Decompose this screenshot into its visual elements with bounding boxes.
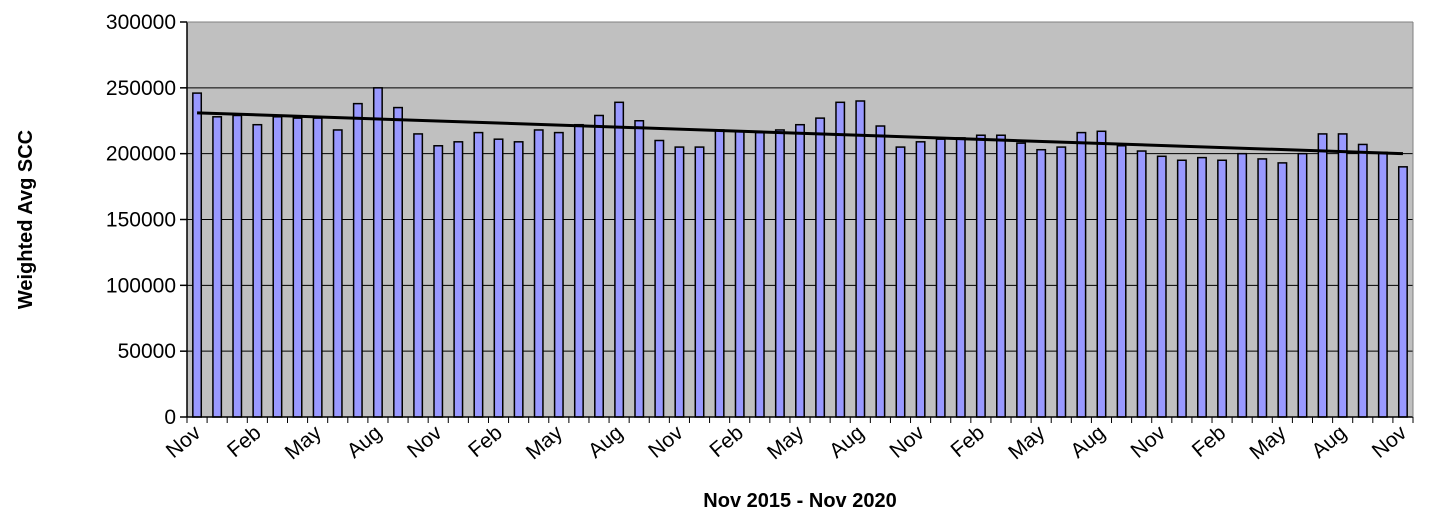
bar [533,129,544,418]
x-tick-label: Aug [343,421,386,463]
axes [180,21,1414,423]
bar [694,146,705,418]
x-tick-label: Aug [1066,421,1109,463]
x-tick-label: Aug [584,421,627,463]
bar [835,101,846,418]
bar [1196,156,1207,418]
bar [513,141,524,418]
bar [935,138,946,418]
x-tick-label: Nov [403,421,447,463]
x-tick-label: Aug [1307,421,1350,463]
bar [754,131,765,418]
x-tick-label: Feb [464,421,507,462]
y-tick-labels: 0 50000 100000 150000 200000 250000 300000 [106,11,176,429]
bar [975,134,986,418]
bar [1076,131,1087,418]
bar [1377,151,1388,418]
bar [393,106,404,418]
bar [1357,143,1368,418]
y-tick-label: 100000 [106,274,176,297]
x-tick-label: May [281,421,327,464]
bar [634,120,645,418]
bar [573,123,584,418]
x-tick-label: Nov [644,421,688,463]
bar [352,102,363,418]
x-tick-label: Nov [1368,421,1412,463]
x-axis-title: Nov 2015 - Nov 2020 [703,490,896,512]
bar [252,123,263,418]
x-tick-label: May [522,421,568,464]
bar [654,139,665,418]
x-tick-label: Feb [947,421,990,462]
y-tick-label: 0 [164,406,176,429]
bar [734,130,745,418]
bar [212,116,223,418]
x-tick-label: Aug [825,421,868,463]
bar [1056,146,1067,418]
x-tick-label: May [1004,421,1050,464]
bar [372,87,383,418]
bar [955,137,966,418]
y-axis-title: Weighted Avg SCC [15,130,37,309]
bar [714,129,725,418]
bar [795,123,805,418]
bar [413,133,424,418]
bar [1237,152,1248,418]
bar [875,125,886,418]
bar [493,138,504,418]
bar [1016,142,1027,418]
bar [1297,152,1308,418]
x-tick-label: Nov [885,421,929,463]
y-tick-label: 250000 [106,77,176,100]
x-tick-label: Feb [223,421,266,462]
x-tick-label: Feb [1188,421,1231,462]
y-tick-label: 200000 [106,143,176,166]
bar [614,101,625,418]
bar [473,131,484,418]
bar [774,129,785,418]
bar [1096,130,1107,418]
bar [232,114,243,418]
bar [1257,158,1268,418]
bar [855,100,866,418]
bar [1136,150,1147,418]
x-tick-label: May [763,421,809,464]
bar [192,92,203,418]
bar [553,131,564,418]
y-tick-label: 150000 [106,209,176,232]
bar [1337,133,1348,418]
bar [332,129,343,418]
x-tick-labels: Nov Feb May Aug Nov Feb May Aug Nov Feb May Aug Nov F… [162,421,1412,464]
bar [996,134,1006,418]
bar [1116,145,1127,418]
y-tick-label: 300000 [106,11,176,34]
bar [895,146,906,418]
x-tick-label: Feb [705,421,748,462]
x-tick-label: Nov [1127,421,1171,463]
bar [433,145,444,418]
bar [1317,133,1328,418]
bar [453,141,464,418]
bar [1176,159,1187,418]
trendline [196,111,1404,156]
bar [292,117,303,418]
bar [915,141,926,418]
bar [594,114,604,418]
bars [192,87,1408,418]
bar [1156,155,1167,418]
bar [674,146,685,418]
x-tick-label: May [1245,421,1291,464]
bar [1397,166,1408,418]
y-tick-label: 50000 [118,340,176,363]
bar [312,117,323,418]
bar [272,116,283,418]
bar [1277,162,1288,418]
bar [815,117,826,418]
bar [1036,148,1047,418]
bar [1217,159,1228,418]
